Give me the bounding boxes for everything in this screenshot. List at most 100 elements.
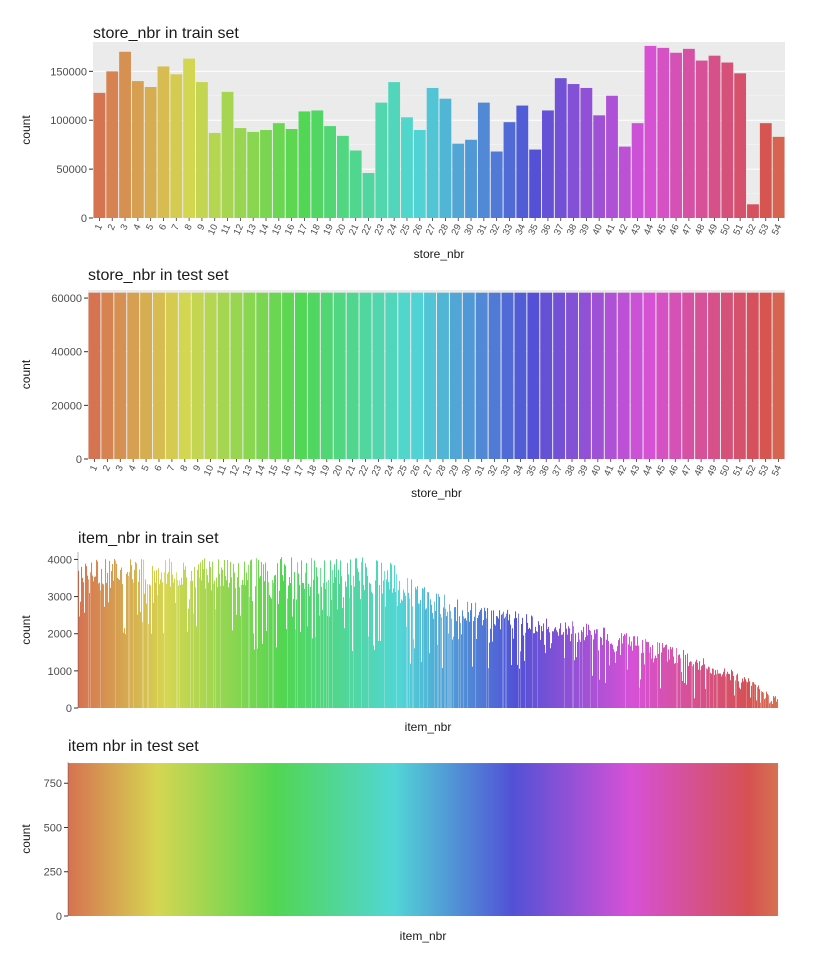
bar-item bbox=[370, 763, 372, 916]
bar-item bbox=[646, 641, 648, 708]
bar-item bbox=[371, 763, 373, 916]
bar-item bbox=[201, 763, 203, 916]
bar-item bbox=[376, 560, 378, 708]
bar-item bbox=[557, 632, 559, 708]
bar-item bbox=[634, 763, 636, 916]
bar-item bbox=[344, 763, 346, 916]
bar-item bbox=[155, 582, 157, 708]
bar-item bbox=[668, 763, 670, 916]
x-tick-label: 45 bbox=[655, 223, 669, 237]
bar-item bbox=[148, 623, 150, 708]
bar-item bbox=[375, 763, 377, 916]
bar-item bbox=[488, 763, 490, 916]
bar-item bbox=[152, 763, 154, 916]
bar-item bbox=[716, 763, 718, 916]
bar-item bbox=[601, 637, 603, 708]
bar-item bbox=[71, 763, 73, 916]
bar-item bbox=[276, 647, 278, 708]
bar-store-33 bbox=[503, 122, 516, 218]
bar-item bbox=[503, 611, 505, 708]
bar-item bbox=[330, 763, 332, 916]
bar-item bbox=[387, 570, 389, 708]
y-tick-label: 750 bbox=[44, 778, 62, 790]
bar-item bbox=[365, 763, 367, 916]
bar-item bbox=[183, 562, 185, 708]
bar-item bbox=[375, 580, 377, 708]
bar-item bbox=[636, 645, 638, 708]
bar-item bbox=[506, 763, 508, 916]
bar-gap bbox=[206, 568, 208, 708]
bar-item bbox=[138, 581, 140, 708]
bar-store-21 bbox=[346, 292, 359, 459]
bar-item bbox=[733, 675, 735, 708]
bar-item bbox=[456, 621, 458, 708]
bar-item bbox=[105, 763, 107, 916]
bar-item bbox=[454, 607, 456, 708]
bar-item bbox=[495, 763, 497, 916]
x-tick-label: 35 bbox=[526, 223, 540, 237]
bar-item bbox=[530, 763, 532, 916]
bar-item bbox=[641, 653, 643, 708]
bar-item bbox=[492, 641, 494, 708]
bar-item bbox=[590, 630, 592, 708]
bar-item bbox=[637, 636, 639, 708]
bar-item bbox=[280, 559, 282, 708]
bar-item bbox=[299, 763, 301, 916]
bar-item bbox=[78, 763, 80, 916]
bar-item bbox=[487, 608, 489, 708]
bar-item bbox=[313, 763, 315, 916]
bar-item bbox=[477, 763, 479, 916]
bar-item bbox=[707, 763, 709, 916]
bar-item bbox=[747, 763, 749, 916]
bar-item bbox=[615, 763, 617, 916]
bar-item bbox=[717, 669, 719, 708]
bar-item bbox=[169, 558, 171, 708]
bar-item bbox=[562, 763, 564, 916]
x-tick-label: 39 bbox=[576, 464, 590, 478]
bar-item bbox=[229, 582, 231, 708]
bar-item bbox=[421, 763, 423, 916]
bar-store-34 bbox=[514, 292, 527, 459]
bar-store-15 bbox=[269, 292, 282, 459]
bar-item bbox=[91, 763, 93, 916]
bar-item bbox=[218, 559, 220, 708]
bar-item bbox=[74, 763, 76, 916]
bar-store-7 bbox=[170, 74, 183, 219]
bar-item bbox=[312, 763, 314, 916]
bar-item bbox=[218, 763, 220, 916]
bar-item bbox=[652, 644, 654, 708]
x-tick-label: 30 bbox=[462, 223, 476, 237]
bar-item bbox=[114, 559, 116, 708]
bar-item bbox=[546, 618, 548, 708]
bar-item bbox=[207, 763, 209, 916]
x-tick-label: 36 bbox=[537, 464, 551, 478]
bar-item bbox=[368, 636, 370, 708]
bar-item bbox=[559, 763, 561, 916]
bar-item bbox=[405, 596, 407, 708]
bar-item bbox=[577, 763, 579, 916]
bar-item bbox=[88, 763, 90, 916]
bar-item bbox=[86, 566, 88, 708]
x-tick-label: 46 bbox=[667, 464, 681, 478]
bar-item bbox=[502, 763, 504, 916]
bar-store-20 bbox=[336, 135, 349, 218]
x-tick-label: 16 bbox=[283, 223, 297, 237]
bar-item bbox=[337, 609, 339, 708]
bar-item bbox=[453, 636, 455, 708]
bar-item bbox=[616, 651, 618, 708]
bar-item bbox=[368, 763, 370, 916]
bar-item bbox=[431, 763, 433, 916]
bar-item bbox=[680, 658, 682, 708]
bar-item bbox=[511, 763, 513, 916]
bar-item bbox=[308, 583, 310, 708]
bar-item bbox=[266, 630, 268, 708]
bar-gap bbox=[488, 668, 490, 708]
bar-item bbox=[714, 763, 716, 916]
y-tick-label: 3000 bbox=[48, 592, 72, 604]
bar-item bbox=[266, 763, 268, 916]
bar-item bbox=[404, 763, 406, 916]
x-tick-label: 45 bbox=[654, 464, 668, 478]
bar-item bbox=[593, 639, 595, 708]
bar-item bbox=[636, 763, 638, 916]
bar-item bbox=[474, 763, 476, 916]
